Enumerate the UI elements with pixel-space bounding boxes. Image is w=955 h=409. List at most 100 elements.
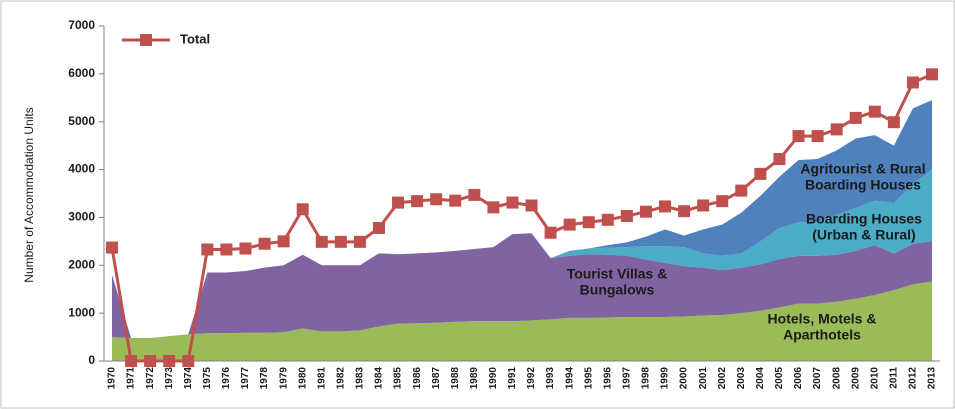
x-tick-label: 1972 [145, 367, 156, 390]
x-tick-label: 2004 [755, 367, 766, 390]
x-tick-label: 1977 [240, 367, 251, 390]
x-tick-label: 1971 [126, 367, 137, 390]
x-tick-label: 1985 [393, 367, 404, 390]
total-marker [811, 130, 824, 143]
annotation: Agritourist & Rural [800, 161, 925, 177]
total-marker [849, 111, 862, 124]
x-tick-label: 1998 [641, 367, 652, 390]
x-tick-label: 1987 [431, 367, 442, 390]
total-marker [620, 209, 633, 222]
total-marker [792, 130, 805, 143]
x-tick-label: 2006 [793, 367, 804, 390]
total-marker [392, 196, 405, 209]
total-marker [353, 235, 366, 248]
y-tick-label: 5000 [68, 114, 95, 128]
area [112, 281, 932, 361]
x-tick-label: 1990 [488, 367, 499, 390]
total-marker [525, 199, 538, 212]
x-tick-label: 1999 [660, 367, 671, 390]
total-marker [258, 237, 271, 250]
x-tick-label: 1981 [316, 367, 327, 390]
total-marker [926, 68, 938, 81]
x-tick-label: 1983 [355, 367, 366, 390]
total-marker [468, 188, 481, 201]
total-marker [830, 123, 843, 136]
x-tick-label: 1989 [469, 367, 480, 390]
total-marker [220, 243, 233, 256]
total-marker [582, 216, 595, 229]
x-tick-label: 1979 [278, 367, 289, 390]
legend-label: Total [180, 31, 210, 46]
total-marker [125, 355, 138, 367]
x-tick-label: 1984 [374, 367, 385, 390]
y-tick-label: 0 [88, 353, 95, 367]
y-tick-label: 7000 [68, 18, 95, 32]
total-marker [430, 193, 443, 206]
x-tick-label: 1973 [164, 367, 175, 390]
x-tick-label: 2002 [717, 367, 728, 390]
x-tick-label: 2007 [812, 367, 823, 390]
x-tick-label: 1982 [335, 367, 346, 390]
annotation: Aparthotels [783, 327, 861, 343]
total-marker [659, 200, 672, 213]
x-tick-label: 2012 [908, 367, 919, 390]
legend-marker [140, 34, 152, 46]
total-marker [372, 221, 385, 234]
x-tick-label: 2001 [698, 367, 709, 390]
x-tick-label: 2008 [831, 367, 842, 390]
total-marker [449, 194, 462, 207]
annotation: (Urban & Rural) [812, 227, 915, 243]
total-marker [906, 76, 919, 89]
total-marker [487, 201, 500, 214]
x-tick-label: 2010 [869, 367, 880, 390]
total-marker [182, 355, 195, 367]
total-marker [296, 203, 309, 216]
total-marker [773, 153, 786, 166]
total-marker [201, 243, 214, 256]
x-tick-label: 1996 [602, 367, 613, 390]
total-marker [411, 195, 424, 208]
total-marker [601, 213, 614, 226]
total-marker [106, 241, 118, 254]
x-tick-label: 2005 [774, 367, 785, 390]
total-marker [678, 205, 691, 218]
x-tick-label: 1980 [297, 367, 308, 390]
x-tick-label: 2003 [736, 367, 747, 390]
total-marker [887, 116, 900, 129]
x-tick-label: 1970 [107, 367, 118, 390]
total-marker [754, 167, 767, 180]
x-tick-label: 2013 [927, 367, 938, 390]
total-marker [163, 355, 176, 367]
annotation: Boarding Houses [806, 211, 922, 227]
total-marker [239, 242, 252, 255]
annotation: Bungalows [580, 282, 655, 298]
x-tick-label: 1997 [622, 367, 633, 390]
x-tick-label: 1988 [450, 367, 461, 390]
x-tick-label: 1976 [221, 367, 232, 390]
y-axis-title: Number of Accommodation Units [22, 107, 36, 282]
total-marker [544, 226, 557, 239]
total-marker [639, 205, 652, 218]
x-tick-label: 1993 [545, 367, 556, 390]
x-tick-label: 1978 [259, 367, 270, 390]
x-tick-label: 2011 [889, 367, 900, 389]
area [550, 169, 932, 271]
total-marker [277, 235, 290, 248]
x-tick-label: 1986 [412, 367, 423, 390]
annotation: Hotels, Motels & [768, 311, 877, 327]
y-tick-label: 4000 [68, 162, 95, 176]
total-marker [144, 355, 157, 367]
y-tick-label: 1000 [68, 305, 95, 319]
annotation: Boarding Houses [805, 177, 921, 193]
x-tick-label: 1974 [183, 367, 194, 390]
x-tick-label: 1992 [526, 367, 537, 390]
y-tick-label: 2000 [68, 257, 95, 271]
total-marker [563, 218, 576, 231]
x-tick-label: 2000 [679, 367, 690, 390]
y-tick-label: 6000 [68, 66, 95, 80]
x-tick-label: 2009 [850, 367, 861, 390]
total-marker [716, 195, 729, 208]
total-marker [735, 184, 748, 197]
